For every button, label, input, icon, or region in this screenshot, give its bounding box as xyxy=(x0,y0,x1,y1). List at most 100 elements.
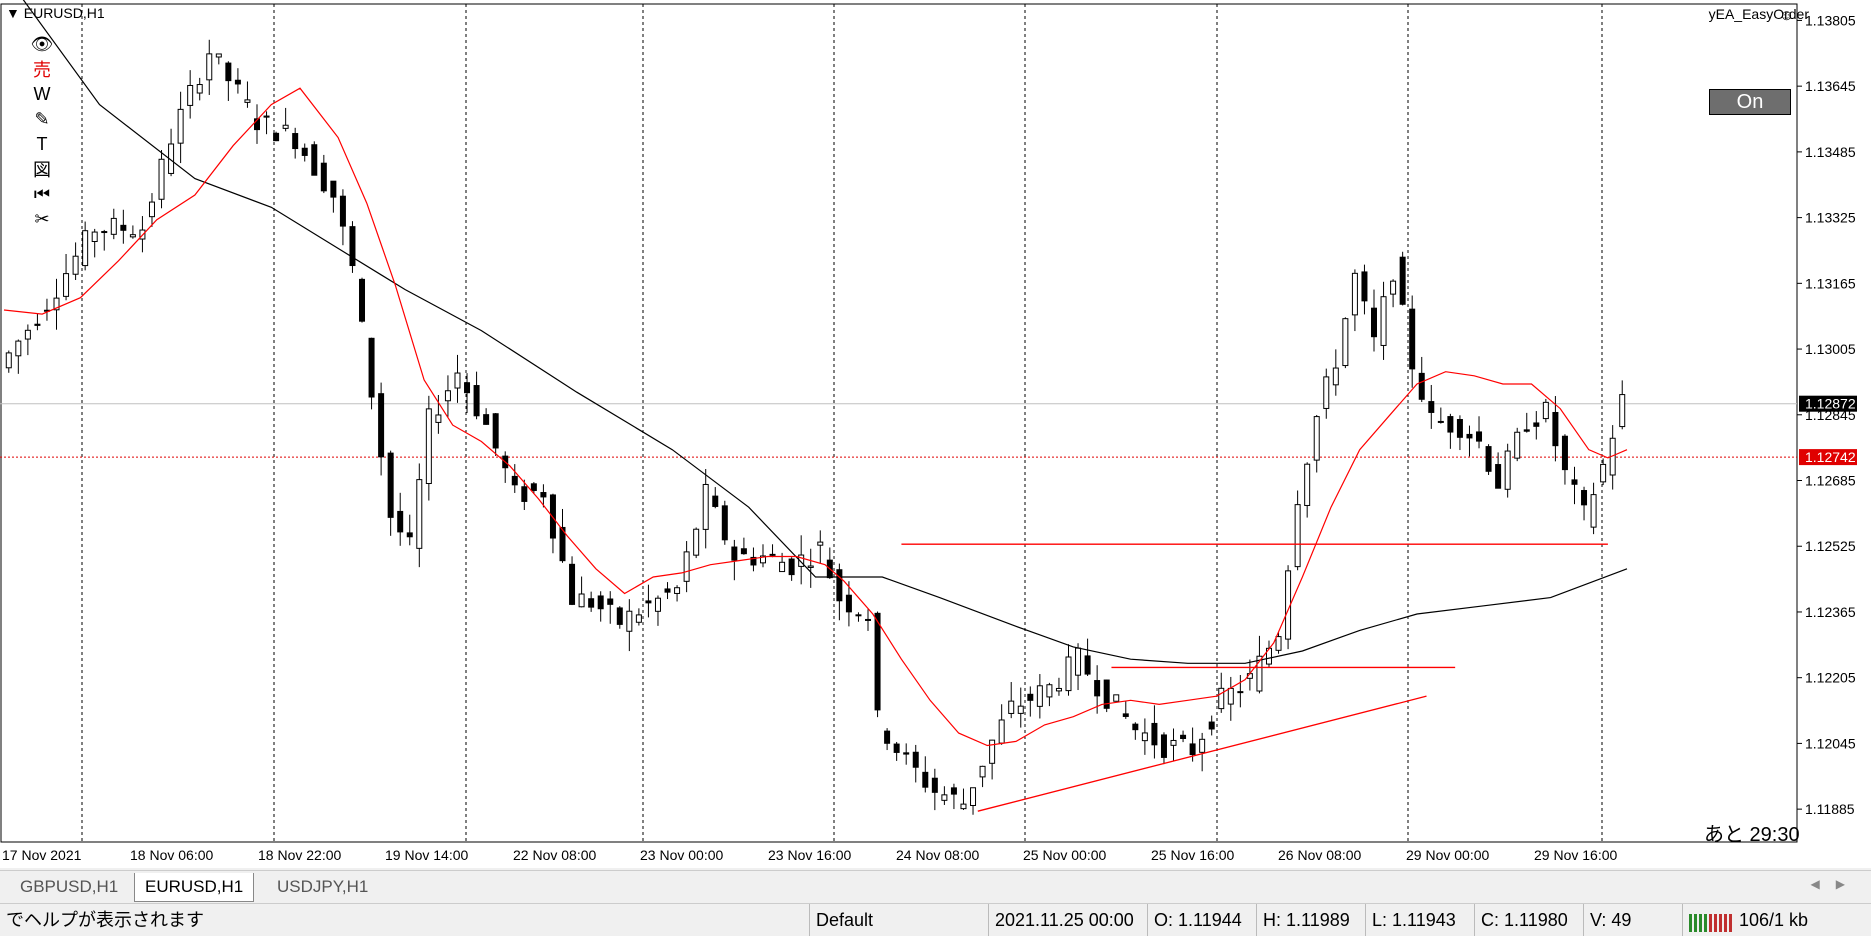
bull-candle xyxy=(1342,318,1349,367)
collapse-arrow-icon[interactable]: ▼ xyxy=(6,5,20,21)
bull-candle xyxy=(1075,647,1082,676)
fast-moving-average-line xyxy=(3,87,1628,747)
bull-candle xyxy=(1017,705,1024,714)
chart-title: ▼ EURUSD,H1 xyxy=(6,5,105,21)
bear-candle xyxy=(311,144,318,176)
bull-candle xyxy=(435,414,442,423)
bear-candle xyxy=(616,607,623,625)
bear-candle xyxy=(273,132,280,142)
figure-icon[interactable]: 図 xyxy=(33,160,51,180)
x-tick-label: 26 Nov 08:00 xyxy=(1278,847,1361,863)
bull-candle xyxy=(63,273,70,297)
bear-candle xyxy=(588,598,595,608)
bear-candle xyxy=(769,553,776,556)
bear-candle xyxy=(368,337,375,398)
bull-candle xyxy=(807,565,814,568)
y-tick-label: 1.12365 xyxy=(1805,604,1856,620)
bear-candle xyxy=(1456,419,1463,438)
bull-candle xyxy=(979,765,986,778)
bear-candle xyxy=(1552,411,1559,447)
scissors-icon[interactable]: ✂ xyxy=(34,208,50,229)
x-tick-label: 18 Nov 22:00 xyxy=(258,847,341,863)
bear-candle xyxy=(521,486,528,502)
bear-candle xyxy=(788,558,795,576)
bear-candle xyxy=(712,495,719,507)
bear-candle xyxy=(330,180,337,198)
bull-candle xyxy=(779,561,786,573)
bear-candle xyxy=(1027,693,1034,701)
bear-candle xyxy=(569,563,576,605)
bull-candle xyxy=(1590,494,1597,528)
bull-candle xyxy=(1514,431,1521,459)
bull-candle xyxy=(177,108,184,144)
price-chart[interactable]: 17 Nov 2021 18 Nov 06:00 18 Nov 22:00 19 No… xyxy=(0,0,1871,868)
tab-scroll-left-icon[interactable]: ◀ xyxy=(1810,877,1836,891)
bear-candle xyxy=(1160,734,1167,758)
tab-scroll-right-icon[interactable]: ▶ xyxy=(1835,877,1861,891)
bull-candle xyxy=(1600,463,1607,483)
bull-candle xyxy=(998,719,1005,744)
bull-candle xyxy=(1380,296,1387,346)
chart-area[interactable]: 17 Nov 2021 18 Nov 06:00 18 Nov 22:00 19 No… xyxy=(0,0,1871,868)
bull-candle xyxy=(1619,394,1626,428)
bull-candle xyxy=(263,115,270,118)
status-volume: V: 49 xyxy=(1583,904,1680,936)
bear-candle xyxy=(1581,490,1588,506)
bear-candle xyxy=(1523,429,1530,432)
sell-icon[interactable]: 売 xyxy=(33,60,51,80)
bear-candle xyxy=(511,475,518,486)
bull-candle xyxy=(110,217,117,235)
rewind-icon[interactable]: ⏮ xyxy=(33,183,51,204)
bear-candle xyxy=(492,413,499,449)
ask-price-tag xyxy=(1799,449,1857,466)
ask-price-text: 1.12742 xyxy=(1805,449,1856,465)
bull-candle xyxy=(635,614,642,623)
current-price-tag xyxy=(1799,395,1857,412)
bull-candle xyxy=(72,255,79,275)
trendline xyxy=(977,695,1427,812)
bull-candle xyxy=(1055,687,1062,692)
bear-candle xyxy=(1103,679,1110,709)
bear-candle xyxy=(597,595,604,610)
tab-usdjpy[interactable]: USDJPY,H1 xyxy=(277,877,369,896)
bull-candle xyxy=(1323,376,1330,409)
bear-candle xyxy=(292,133,299,150)
status-profile: Default xyxy=(809,904,986,936)
bull-candle xyxy=(1199,738,1206,753)
bear-candle xyxy=(406,532,413,538)
ea-toolbar: 👁 売 W ✎ T 図 ⏮ ✂ xyxy=(28,32,58,232)
bear-candle xyxy=(836,569,843,602)
bear-candle xyxy=(1495,464,1502,489)
bear-candle xyxy=(339,195,346,227)
w-icon[interactable]: W xyxy=(33,83,51,104)
bear-candle xyxy=(922,771,929,788)
ea-on-button[interactable]: On xyxy=(1709,89,1791,115)
text-icon[interactable]: T xyxy=(36,133,48,154)
bear-candle xyxy=(1571,479,1578,485)
bear-candle xyxy=(664,588,671,593)
bear-candle xyxy=(903,752,910,755)
pen-icon[interactable]: ✎ xyxy=(34,108,50,129)
y-tick-label: 1.12685 xyxy=(1805,473,1856,489)
tab-scroll-arrows[interactable]: ◀▶ xyxy=(1811,877,1861,891)
bear-candle xyxy=(645,600,652,604)
bear-candle xyxy=(464,382,471,394)
bull-candle xyxy=(1113,694,1120,702)
bear-candle xyxy=(1189,743,1196,756)
bull-candle xyxy=(960,803,967,810)
bull-candle xyxy=(15,340,22,357)
tab-eurusd[interactable]: EURUSD,H1 xyxy=(134,873,255,902)
bear-candle xyxy=(874,612,881,711)
bull-candle xyxy=(244,99,251,103)
chart-tab-bar: GBPUSD,H1 EURUSD,H1 USDJPY,H1 ◀▶ xyxy=(0,870,1871,903)
bull-candle xyxy=(989,739,996,764)
bear-candle xyxy=(120,224,127,231)
chart-symbol-label: EURUSD,H1 xyxy=(23,5,105,21)
tab-gbpusd[interactable]: GBPUSD,H1 xyxy=(20,877,119,896)
eye-icon[interactable]: 👁 xyxy=(30,33,54,54)
bull-candle xyxy=(215,53,222,58)
bear-candle xyxy=(750,556,757,566)
bull-candle xyxy=(1008,700,1015,714)
bear-candle xyxy=(225,62,232,82)
bull-candle xyxy=(578,593,585,608)
